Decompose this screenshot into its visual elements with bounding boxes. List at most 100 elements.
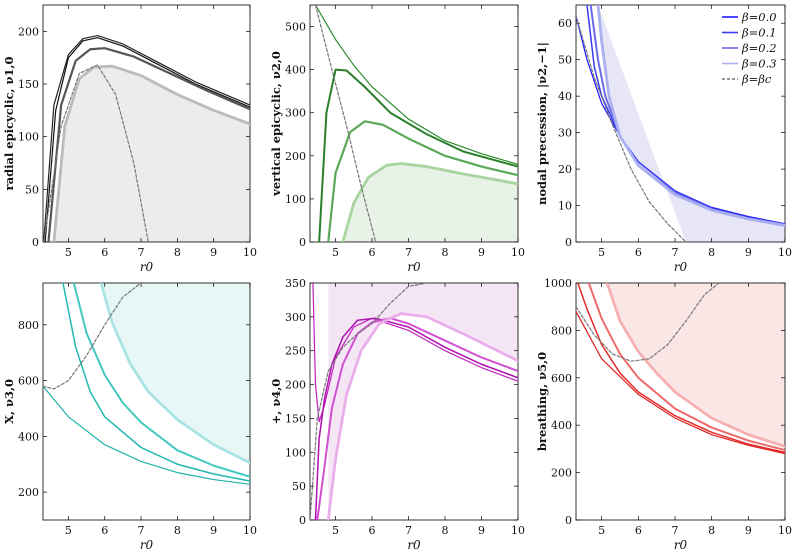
series-line-β=0.1 (318, 68, 518, 242)
x-tick-label: 9 (745, 246, 752, 259)
y-tick-label: 600 (551, 372, 572, 385)
legend-label: β=0.1 (741, 26, 777, 40)
shaded-region (101, 283, 250, 463)
y-tick-label: 800 (551, 324, 572, 337)
y-tick-label: 0 (565, 514, 572, 527)
x-tick-label: 5 (598, 246, 605, 259)
series-line-β=0.3 (99, 283, 250, 465)
series-line-β=βc (43, 64, 149, 242)
series-line-β=0.3 (326, 312, 518, 520)
shaded-region (53, 66, 250, 242)
panel-nodal: 5 6 7 8 9 10 0 10 20 30 40 50 60 r0 nodal precession, … (535, 4, 792, 274)
y-tick-label: 300 (285, 311, 306, 324)
legend-label: β=0.2 (741, 41, 777, 55)
y-tick-label: 20 (558, 163, 572, 176)
y-tick-label: 200 (285, 150, 306, 163)
shaded-region (342, 163, 518, 242)
x-tick-label: 5 (598, 524, 605, 537)
y-axis-label: breathing, ν5,0 (535, 352, 549, 451)
y-tick-label: 250 (285, 345, 306, 358)
series-line-β=0.0 (312, 283, 518, 423)
x-tick-label: 6 (635, 246, 642, 259)
x-tick-label: 9 (210, 246, 217, 259)
x-tick-label: 7 (672, 246, 679, 259)
y-tick-label: 400 (551, 419, 572, 432)
series-line-β=0.2 (327, 120, 518, 242)
y-tick-label: 150 (18, 78, 39, 91)
series-line-β=βc (314, 5, 377, 242)
y-tick-label: 100 (18, 131, 39, 144)
y-tick-label: 350 (285, 277, 306, 290)
series-line-β=0.2 (72, 283, 250, 478)
series-line-β=0.1 (577, 283, 785, 454)
x-tick-label: 7 (405, 524, 412, 537)
y-axis-label: X, ν3,0 (2, 379, 16, 424)
x-tick-label: 8 (708, 246, 715, 259)
x-tick-label: 5 (65, 524, 72, 537)
series-line-β=βc (43, 283, 142, 390)
x-tick-label: 7 (138, 524, 145, 537)
x-tick-label: 8 (442, 524, 449, 537)
x-axis-label: r0 (407, 538, 421, 552)
series-line-β=0.3 (605, 283, 785, 448)
series-line-β=βc (576, 15, 687, 242)
x-axis-label: r0 (140, 260, 154, 274)
y-tick-label: 150 (285, 412, 306, 425)
series-line-β=0.2 (587, 283, 785, 452)
x-tick-label: 6 (101, 524, 108, 537)
axes-frame (575, 4, 786, 243)
y-tick-label: 0 (32, 236, 39, 249)
x-axis-label: r0 (407, 260, 421, 274)
series-line-β=0.3 (341, 162, 518, 242)
x-tick-label: 8 (442, 246, 449, 259)
series-line-β=βc (310, 283, 428, 520)
series-line-β=0.1 (44, 37, 250, 242)
y-tick-label: 10 (558, 200, 572, 213)
x-tick-label: 9 (478, 246, 485, 259)
x-tick-label: 7 (138, 246, 145, 259)
axes-frame (309, 4, 519, 243)
x-axis-label: r0 (674, 538, 688, 552)
x-tick-label: 10 (511, 246, 525, 259)
y-tick-label: 60 (558, 17, 572, 30)
series-line-β=0.0 (43, 34, 250, 242)
x-tick-label: 10 (778, 246, 792, 259)
y-axis-label: radial epicyclic, ν1,0 (2, 57, 16, 191)
series-line-β=0.1 (314, 317, 518, 520)
x-tick-label: 9 (478, 524, 485, 537)
x-tick-label: 5 (332, 246, 339, 259)
y-tick-label: 300 (285, 107, 306, 120)
series-line-β=0.2 (47, 47, 250, 242)
x-tick-label: 5 (332, 524, 339, 537)
x-tick-label: 10 (243, 524, 257, 537)
y-tick-label: 400 (18, 430, 39, 443)
legend-label: β=0.3 (741, 57, 777, 71)
y-axis-label: vertical epicyclic, ν2,0 (269, 51, 283, 197)
y-tick-label: 50 (292, 480, 306, 493)
shaded-region (328, 283, 518, 520)
x-tick-label: 7 (672, 524, 679, 537)
x-tick-label: 6 (635, 524, 642, 537)
y-tick-label: 600 (18, 375, 39, 388)
legend-label: β=0.0 (741, 10, 777, 24)
y-axis-label: +, ν4,0 (269, 379, 283, 425)
x-axis-label: r0 (140, 538, 154, 552)
series-line-β=0.0 (314, 5, 518, 166)
series-line-β=0.0 (43, 385, 250, 485)
series-line-β=0.0 (576, 310, 785, 455)
y-tick-label: 200 (285, 379, 306, 392)
axes-frame (575, 282, 786, 521)
y-tick-label: 30 (558, 127, 572, 140)
legend: β=0.0 β=0.1β=0.2 β=0.3β=βc (722, 10, 777, 86)
x-tick-label: 10 (511, 524, 525, 537)
x-tick-label: 6 (369, 246, 376, 259)
y-tick-label: 400 (285, 64, 306, 77)
series-line-β=0.1 (62, 283, 250, 482)
x-axis-label: r0 (674, 260, 688, 274)
series-line-β=βc (576, 283, 720, 362)
y-tick-label: 50 (558, 54, 572, 67)
y-tick-label: 100 (285, 446, 306, 459)
y-tick-label: 0 (299, 236, 306, 249)
x-tick-label: 10 (243, 246, 257, 259)
